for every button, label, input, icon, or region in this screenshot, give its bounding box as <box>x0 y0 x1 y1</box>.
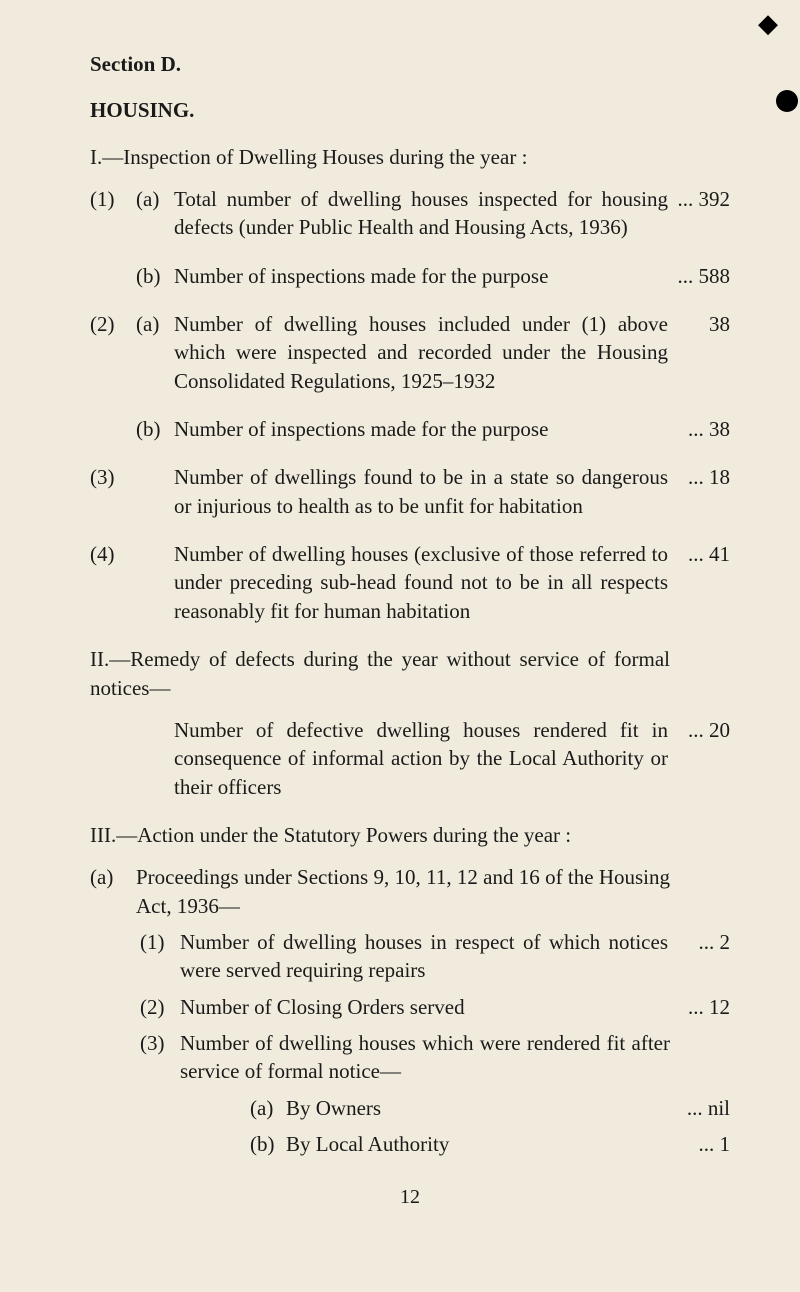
text-III-3b: By Local Authority <box>286 1130 668 1158</box>
item-4: (4) Number of dwelling houses (exclusive… <box>90 540 730 625</box>
label-III-1: (1) <box>140 928 180 956</box>
item-III-2: (2) Number of Closing Orders served ... … <box>90 993 730 1021</box>
text-4: Number of dwelling houses (exclusive of … <box>174 540 668 625</box>
label-1b: (b) <box>136 262 174 290</box>
value-2a: 38 <box>668 310 730 338</box>
label-III-3a: (a) <box>250 1094 286 1122</box>
text-II: Number of defective dwelling houses rend… <box>174 716 668 801</box>
value-III-1: ... 2 <box>668 928 730 956</box>
text-2a: Number of dwelling houses included under… <box>174 310 668 395</box>
label-1: (1) <box>90 185 136 213</box>
text-III-1: Number of dwelling houses in respect of … <box>180 928 668 985</box>
document-page: ◆ Section D. HOUSING. I.—Inspection of D… <box>0 0 800 1292</box>
value-2b: ... 38 <box>668 415 730 443</box>
item-III-3: (3) Number of dwelling houses which were… <box>90 1029 730 1086</box>
side-dot-icon <box>776 90 798 112</box>
value-III-3b: ... 1 <box>668 1130 730 1158</box>
value-II: ... 20 <box>668 716 730 744</box>
label-4: (4) <box>90 540 136 568</box>
page-title: HOUSING. <box>90 96 730 124</box>
item-2b: (b) Number of inspections made for the p… <box>90 415 730 443</box>
label-2a: (a) <box>136 310 174 338</box>
section-I-heading: I.—Inspection of Dwelling Houses during … <box>90 143 730 171</box>
label-III-3b: (b) <box>250 1130 286 1158</box>
page-number: 12 <box>90 1184 730 1211</box>
text-3: Number of dwellings found to be in a sta… <box>174 463 668 520</box>
value-III-2: ... 12 <box>668 993 730 1021</box>
value-3: ... 18 <box>668 463 730 491</box>
text-III-2: Number of Closing Orders served <box>180 993 668 1021</box>
label-III-a: (a) <box>90 863 136 891</box>
text-III-a: Proceedings under Sections 9, 10, 11, 12… <box>136 863 730 920</box>
label-1a: (a) <box>136 185 174 213</box>
value-1b: ... 588 <box>668 262 730 290</box>
value-4: ... 41 <box>668 540 730 568</box>
item-III-3a: (a) By Owners ... nil <box>90 1094 730 1122</box>
section-III-heading: III.—Action under the Statutory Powers d… <box>90 821 730 849</box>
text-III-3: Number of dwelling houses which were ren… <box>180 1029 730 1086</box>
text-1a: Total number of dwelling houses inspecte… <box>174 185 668 242</box>
section-label: Section D. <box>90 50 730 78</box>
label-III-2: (2) <box>140 993 180 1021</box>
label-2b: (b) <box>136 415 174 443</box>
item-1b: (b) Number of inspections made for the p… <box>90 262 730 290</box>
label-III-3: (3) <box>140 1029 180 1057</box>
text-1b: Number of inspections made for the purpo… <box>174 262 668 290</box>
label-3: (3) <box>90 463 136 491</box>
item-2a: (2) (a) Number of dwelling houses includ… <box>90 310 730 395</box>
item-III-a: (a) Proceedings under Sections 9, 10, 11… <box>90 863 730 920</box>
item-III-1: (1) Number of dwelling houses in respect… <box>90 928 730 985</box>
item-II: Number of defective dwelling houses rend… <box>90 716 730 801</box>
item-3: (3) Number of dwellings found to be in a… <box>90 463 730 520</box>
item-1a: (1) (a) Total number of dwelling houses … <box>90 185 730 242</box>
text-2b: Number of inspections made for the purpo… <box>174 415 668 443</box>
section-II-heading: II.—Remedy of defects during the year wi… <box>90 645 730 702</box>
item-III-3b: (b) By Local Authority ... 1 <box>90 1130 730 1158</box>
text-III-3a: By Owners <box>286 1094 668 1122</box>
label-2: (2) <box>90 310 136 338</box>
corner-mark-icon: ◆ <box>758 6 778 41</box>
value-1a: ... 392 <box>668 185 730 213</box>
value-III-3a: ... nil <box>668 1094 730 1122</box>
